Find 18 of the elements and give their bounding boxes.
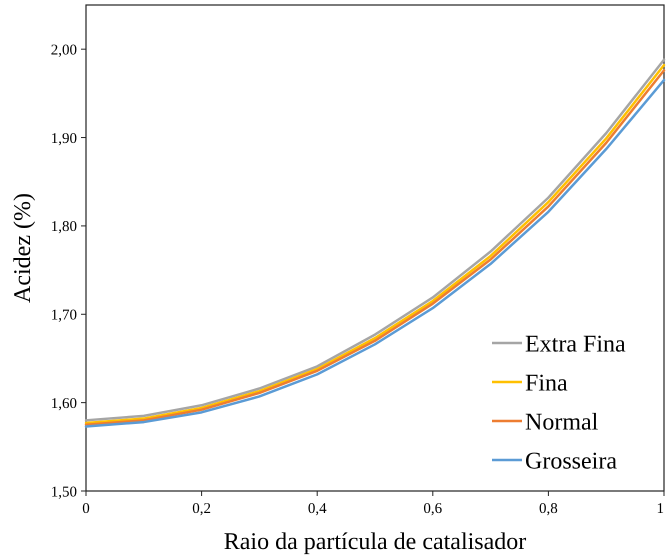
x-tick-label: 0,8 (539, 501, 558, 517)
x-tick-label: 0 (82, 501, 90, 517)
x-tick-label: 0,2 (192, 501, 211, 517)
x-axis-title: Raio da partícula de catalisador (224, 529, 526, 555)
y-tick-label: 1,80 (50, 219, 77, 236)
y-axis-title: Acidez (%) (10, 193, 36, 303)
y-tick-label: 1,90 (50, 130, 77, 147)
y-tick-label: 2,00 (50, 42, 77, 58)
x-tick-label: 1 (656, 501, 664, 517)
y-tick-label: 1,70 (50, 308, 77, 324)
legend-label: Normal (525, 409, 599, 436)
legend-label: Extra Fina (525, 331, 626, 358)
legend-label: Grosseira (525, 448, 618, 474)
y-tick-label: 1,60 (50, 396, 77, 412)
x-tick-label: 0,6 (423, 501, 443, 517)
legend-label: Fina (525, 370, 568, 396)
x-tick-label: 0,4 (308, 501, 328, 517)
y-tick-label: 1,50 (50, 484, 77, 500)
